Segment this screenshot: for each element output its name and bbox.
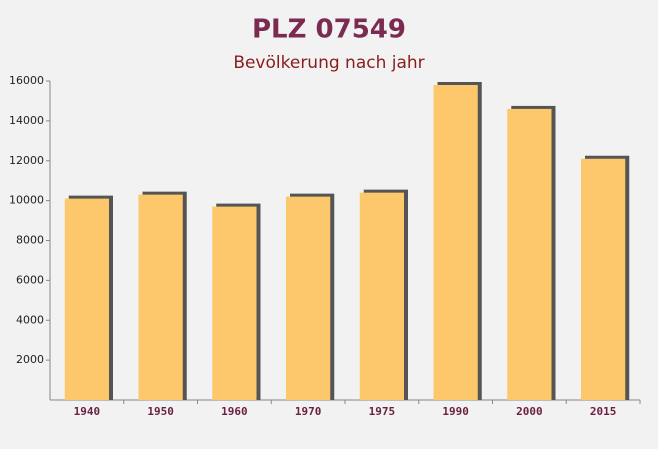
bar [433,84,478,401]
x-tick-label: 1970 [295,405,322,418]
bar [212,206,257,400]
bar [507,108,552,400]
chart-title: PLZ 07549 [252,15,406,45]
x-tick-label: 1990 [442,405,469,418]
x-tick-label: 1940 [74,405,101,418]
bar [138,194,183,400]
bar [286,196,331,400]
x-tick-label: 2015 [590,405,617,418]
y-tick-label: 8000 [16,234,44,247]
y-tick-label: 10000 [9,194,44,207]
y-tick-label: 4000 [16,313,44,326]
y-tick-label: 14000 [9,114,44,127]
y-tick-label: 16000 [9,74,44,87]
bar [64,198,109,400]
y-tick-label: 6000 [16,273,44,286]
bar [581,158,626,400]
x-tick-label: 2000 [516,405,543,418]
y-tick-label: 2000 [16,353,44,366]
x-tick-label: 1960 [221,405,248,418]
x-tick-label: 1975 [369,405,396,418]
chart-subtitle: Bevölkerung nach jahr [233,53,424,73]
bar [359,192,404,400]
y-tick-label: 12000 [9,154,44,167]
x-tick-label: 1950 [147,405,174,418]
